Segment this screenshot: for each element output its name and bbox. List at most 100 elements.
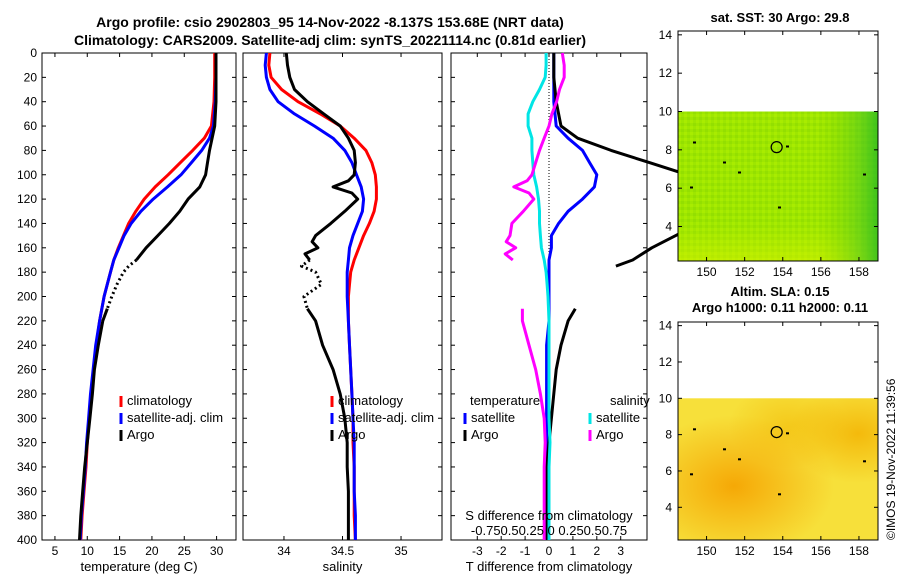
map-xtick-label: 158 [849, 265, 869, 279]
depth-tick-label: 340 [17, 460, 37, 474]
depth-tick-label: 40 [24, 95, 38, 109]
salinity-axis-ticks: -0.750.50.25 0 0.250.50.75 [471, 523, 627, 538]
plot-title-line2: Climatology: CARS2009. Satellite-adj cli… [73, 32, 586, 48]
depth-tick-label: 160 [17, 241, 37, 255]
sal-xtick-label: 34.5 [331, 544, 355, 558]
legend-label: climatology [338, 393, 404, 408]
sal-xtick-label: 34 [277, 544, 291, 558]
map-xtick-label: 150 [697, 265, 717, 279]
legend-label: satellite [596, 410, 640, 425]
map-xtick-label: 156 [811, 544, 831, 558]
depth-tick-label: 260 [17, 363, 37, 377]
depth-tick-label: 320 [17, 436, 37, 450]
depth-tick-label: 80 [24, 143, 38, 157]
legend-title-salinity: salinity [610, 393, 650, 408]
diff-series-temperature-argo-deep- [545, 307, 577, 540]
temp-xtick-label: 5 [52, 544, 59, 558]
diff-series-temperature-satellite [545, 53, 599, 540]
diff-series-salinity-satellite [526, 53, 552, 540]
map-xtick-label: 150 [697, 544, 717, 558]
diff-xtick-label: 0 [546, 544, 553, 558]
island-speck [786, 432, 789, 435]
diff-xtick-label: -2 [496, 544, 507, 558]
map-xtick-label: 152 [735, 544, 755, 558]
diff-xlabel: T difference from climatology [466, 559, 633, 574]
depth-tick-label: 0 [30, 46, 37, 60]
legend-label: satellite-adj. clim [338, 410, 434, 425]
legend-label: Argo [338, 427, 365, 442]
island-speck [690, 186, 693, 189]
diff-xtick-label: 2 [593, 544, 600, 558]
temp-xtick-label: 10 [81, 544, 95, 558]
island-speck [723, 448, 726, 451]
island-speck [778, 493, 781, 496]
depth-tick-label: 100 [17, 168, 37, 182]
temp-plot-frame [41, 52, 237, 541]
depth-tick-label: 200 [17, 290, 37, 304]
depth-tick-label: 120 [17, 192, 37, 206]
island-speck [738, 171, 741, 174]
island-speck [693, 141, 696, 144]
diff-xtick-label: 3 [617, 544, 624, 558]
depth-tick-label: 20 [24, 70, 38, 84]
depth-tick-label: 380 [17, 509, 37, 523]
legend-label: satellite [471, 410, 515, 425]
temp-xtick-label: 25 [178, 544, 192, 558]
map-ytick-label: 4 [665, 220, 672, 234]
sla-map-title-line1: Altim. SLA: 0.15 [730, 284, 830, 299]
temp-xlabel: temperature (deg C) [80, 559, 197, 574]
map-ytick-label: 8 [665, 428, 672, 442]
salinity-axis-label: S difference from climatology [465, 508, 633, 523]
sal-xlabel: salinity [323, 559, 363, 574]
sst-heatmap-shade-east [678, 111, 878, 261]
depth-tick-label: 140 [17, 216, 37, 230]
map-ytick-label: 4 [665, 500, 672, 514]
map-xtick-label: 154 [773, 544, 793, 558]
temp-xtick-label: 15 [113, 544, 127, 558]
map-xtick-label: 154 [773, 265, 793, 279]
temp-xtick-label: 20 [145, 544, 159, 558]
map-xtick-label: 152 [735, 265, 755, 279]
legend-label: satellite-adj. clim [127, 410, 223, 425]
map-ytick-label: 14 [659, 28, 673, 42]
depth-tick-label: 220 [17, 314, 37, 328]
legend-label: Argo [596, 427, 623, 442]
map_sst-frame [677, 30, 879, 262]
map-ytick-label: 6 [665, 464, 672, 478]
diff-xtick-label: -3 [472, 544, 483, 558]
depth-tick-label: 280 [17, 387, 37, 401]
temp-xtick-label: 30 [210, 544, 224, 558]
island-speck [723, 161, 726, 164]
legend-label: Argo [471, 427, 498, 442]
map-ytick-label: 12 [659, 66, 673, 80]
sal-series-argo [306, 307, 350, 540]
map-ytick-label: 12 [659, 355, 673, 369]
temp-series-argo [135, 53, 218, 261]
island-speck [690, 473, 693, 476]
argo-position-marker [770, 425, 783, 439]
depth-tick-label: 360 [17, 484, 37, 498]
legend-title-temperature: temperature [470, 393, 540, 408]
map-xtick-label: 156 [811, 265, 831, 279]
diff-xtick-label: -1 [520, 544, 531, 558]
argo-position-marker [770, 141, 783, 154]
temp-series-argo [78, 308, 109, 541]
island-speck [778, 206, 781, 209]
legend-label: climatology [127, 393, 193, 408]
depth-tick-label: 240 [17, 338, 37, 352]
diff-xtick-label: 1 [570, 544, 577, 558]
sla-heatmap-shade-3 [678, 398, 878, 540]
plot-title-line1: Argo profile: csio 2902803_95 14-Nov-202… [96, 14, 564, 30]
sal-series-satellite-adj-clim [263, 52, 366, 540]
map-ytick-label: 6 [665, 181, 672, 195]
sla-map-title-line2: Argo h1000: 0.11 h2000: 0.11 [691, 300, 869, 315]
sst-map-title: sat. SST: 30 Argo: 29.8 [710, 10, 850, 25]
map-ytick-label: 10 [659, 105, 673, 119]
map-ytick-label: 8 [665, 143, 672, 157]
island-speck [693, 428, 696, 431]
map-xtick-label: 158 [849, 544, 869, 558]
diff-series-salinity-argo [503, 52, 566, 262]
island-speck [863, 460, 866, 463]
legend-label: Argo [127, 427, 154, 442]
